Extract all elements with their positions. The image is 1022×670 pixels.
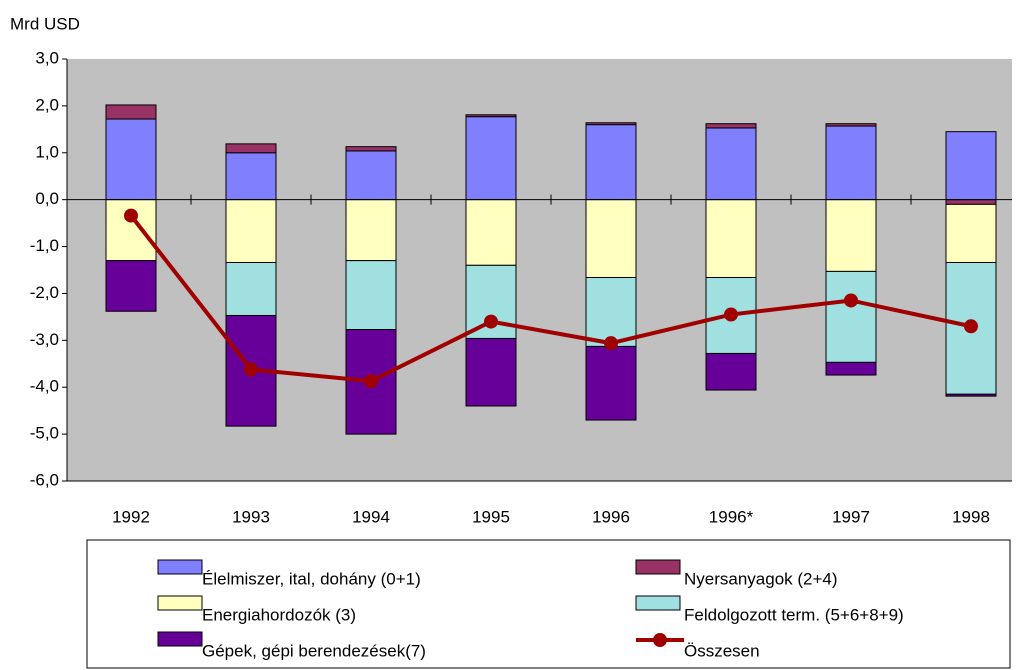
- bar-segment: [585, 199, 637, 279]
- bar-segment: [825, 199, 877, 272]
- legend-label: Nyersanyagok (2+4): [684, 569, 838, 588]
- legend-label: Élelmiszer, ital, dohány (0+1): [202, 569, 421, 588]
- bar-segment: [705, 199, 757, 279]
- legend-swatch: [157, 559, 203, 575]
- legend-swatch: [635, 595, 681, 611]
- y-tick-label: -5,0: [30, 424, 59, 443]
- legend-label: Összesen: [684, 641, 760, 660]
- y-tick-label: 3,0: [35, 48, 59, 67]
- x-tick-label: 1996*: [709, 507, 754, 526]
- bar-segment: [225, 199, 277, 263]
- legend-label: Energiahordozók (3): [202, 605, 356, 624]
- y-tick-label: 2,0: [35, 95, 59, 114]
- bar-segment: [225, 261, 277, 316]
- y-tick-label: -1,0: [30, 236, 59, 255]
- x-tick-label: 1997: [832, 507, 870, 526]
- bar-segment: [465, 114, 517, 118]
- y-tick-label: 0,0: [35, 189, 59, 208]
- legend-label: Feldolgozott term. (5+6+8+9): [684, 605, 904, 624]
- x-tick-label: 1996: [592, 507, 630, 526]
- total-point: [364, 374, 378, 389]
- legend-swatch: [157, 595, 203, 611]
- bar-segment: [945, 203, 997, 263]
- bar-segment: [585, 345, 637, 421]
- x-tick-label: 1992: [112, 507, 150, 526]
- bar-segment: [105, 260, 157, 312]
- bar-segment: [105, 104, 157, 120]
- bar-segment: [345, 199, 397, 262]
- bar-segment: [585, 124, 637, 201]
- bar-segment: [945, 199, 997, 205]
- bar-segment: [705, 123, 757, 129]
- total-point: [484, 314, 498, 329]
- bar-segment: [465, 337, 517, 407]
- total-point: [244, 362, 258, 377]
- bar-segment: [105, 118, 157, 201]
- bar-segment: [585, 277, 637, 347]
- bar-segment: [945, 393, 997, 397]
- x-tick-label: 1998: [952, 507, 990, 526]
- legend-swatch: [157, 631, 203, 647]
- total-point: [844, 293, 858, 308]
- bar-segment: [945, 131, 997, 201]
- bar-segment: [225, 143, 277, 154]
- bar-segment: [825, 123, 877, 127]
- bar-segment: [825, 361, 877, 376]
- y-tick-label: 1,0: [35, 142, 59, 161]
- total-point: [964, 319, 978, 334]
- bar-segment: [825, 125, 877, 201]
- bar-segment: [465, 116, 517, 201]
- bar-segment: [345, 260, 397, 331]
- y-tick-label: -3,0: [30, 330, 59, 349]
- total-point: [724, 307, 738, 322]
- x-tick-label: 1994: [352, 507, 390, 526]
- bar-segment: [345, 150, 397, 201]
- x-tick-label: 1995: [472, 507, 510, 526]
- bar-segment: [705, 127, 757, 201]
- y-axis-label: Mrd USD: [10, 14, 80, 33]
- x-tick-label: 1993: [232, 507, 270, 526]
- bar-segment: [465, 199, 517, 266]
- y-tick-label: -6,0: [30, 470, 59, 489]
- bar-segment: [585, 122, 637, 126]
- y-tick-label: -4,0: [30, 377, 59, 396]
- total-line: [129, 214, 972, 384]
- legend: [86, 539, 1011, 669]
- bar-segment: [345, 146, 397, 152]
- total-point: [604, 336, 618, 351]
- total-point: [124, 208, 138, 223]
- legend-label: Gépek, gépi berendezések(7): [202, 641, 426, 660]
- legend-swatch: [635, 559, 681, 575]
- bar-segment: [705, 352, 757, 391]
- bar-segment: [225, 152, 277, 201]
- legend-marker: [653, 633, 667, 647]
- bar-segment: [825, 270, 877, 363]
- y-tick-label: -2,0: [30, 283, 59, 302]
